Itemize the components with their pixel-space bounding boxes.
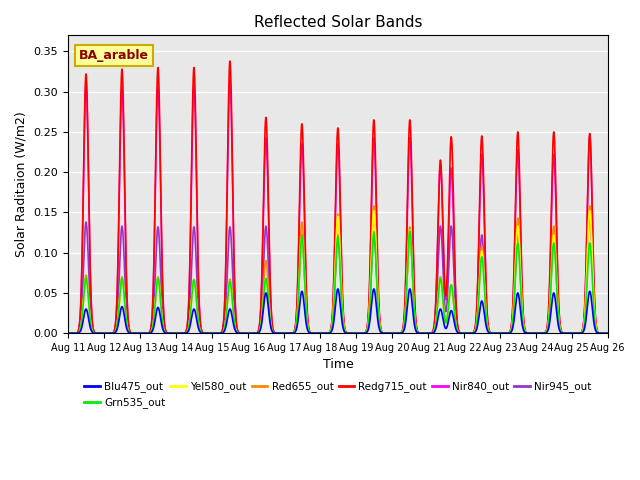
Redg715_out [604, 330, 611, 336]
Yel580_out [370, 208, 378, 214]
Nir840_out [536, 330, 543, 336]
Yel580_out [271, 330, 279, 336]
Nir945_out [593, 329, 601, 335]
Yel580_out [294, 292, 302, 298]
Nir945_out [280, 330, 288, 336]
Yel580_out [536, 330, 543, 336]
Line: Red655_out: Red655_out [68, 206, 607, 333]
Grn535_out [593, 329, 601, 335]
Redg715_out [536, 330, 543, 336]
Red655_out [125, 330, 133, 336]
Nir945_out [294, 291, 302, 297]
Nir840_out [271, 330, 279, 336]
Nir840_out [157, 241, 165, 247]
Line: Grn535_out: Grn535_out [68, 231, 607, 333]
Redg715_out [294, 247, 302, 253]
Nir840_out [125, 327, 133, 333]
Red655_out [294, 286, 302, 292]
Yel580_out [64, 330, 72, 336]
Nir945_out [604, 330, 611, 336]
Nir840_out [294, 255, 302, 261]
Blu475_out [157, 321, 165, 327]
Blu475_out [593, 330, 601, 336]
Nir840_out [593, 328, 601, 334]
Line: Redg715_out: Redg715_out [68, 61, 607, 333]
Grn535_out [536, 330, 543, 336]
Red655_out [593, 329, 601, 335]
Grn535_out [64, 330, 72, 336]
Blu475_out [604, 330, 611, 336]
X-axis label: Time: Time [323, 359, 353, 372]
Nir945_out [586, 210, 593, 216]
Blu475_out [535, 330, 543, 336]
Blu475_out [294, 315, 302, 321]
Text: BA_arable: BA_arable [79, 49, 149, 62]
Grn535_out [406, 228, 413, 234]
Redg715_out [460, 330, 468, 336]
Nir945_out [64, 330, 72, 336]
Legend: Blu475_out, Grn535_out, Yel580_out, Red655_out, Redg715_out, Nir840_out, Nir945_: Blu475_out, Grn535_out, Yel580_out, Red6… [80, 377, 596, 412]
Red655_out [536, 330, 543, 336]
Redg715_out [593, 328, 601, 334]
Line: Blu475_out: Blu475_out [68, 289, 607, 333]
Yel580_out [604, 330, 611, 336]
Line: Nir945_out: Nir945_out [68, 213, 607, 333]
Yel580_out [593, 329, 601, 335]
Nir945_out [271, 330, 279, 336]
Red655_out [271, 330, 279, 336]
Y-axis label: Solar Raditaion (W/m2): Solar Raditaion (W/m2) [15, 111, 28, 257]
Blu475_out [64, 330, 72, 336]
Nir840_out [226, 77, 234, 83]
Yel580_out [208, 330, 216, 336]
Blu475_out [271, 330, 279, 336]
Redg715_out [64, 330, 72, 336]
Nir945_out [125, 329, 133, 335]
Title: Reflected Solar Bands: Reflected Solar Bands [253, 15, 422, 30]
Grn535_out [604, 330, 611, 336]
Yel580_out [157, 311, 165, 316]
Line: Yel580_out: Yel580_out [68, 211, 607, 333]
Yel580_out [125, 330, 133, 336]
Grn535_out [208, 330, 216, 336]
Redg715_out [157, 235, 165, 240]
Line: Nir840_out: Nir840_out [68, 80, 607, 333]
Red655_out [172, 330, 180, 336]
Nir945_out [157, 292, 165, 298]
Red655_out [157, 310, 165, 316]
Nir945_out [535, 330, 543, 336]
Nir840_out [604, 330, 611, 336]
Grn535_out [294, 292, 302, 298]
Grn535_out [125, 330, 133, 336]
Grn535_out [157, 311, 165, 316]
Nir840_out [64, 330, 72, 336]
Blu475_out [334, 286, 342, 292]
Redg715_out [125, 327, 133, 333]
Redg715_out [226, 58, 234, 64]
Red655_out [64, 330, 72, 336]
Redg715_out [271, 330, 279, 336]
Red655_out [370, 203, 378, 209]
Blu475_out [125, 330, 133, 336]
Nir840_out [460, 330, 468, 336]
Red655_out [604, 330, 611, 336]
Grn535_out [271, 330, 279, 336]
